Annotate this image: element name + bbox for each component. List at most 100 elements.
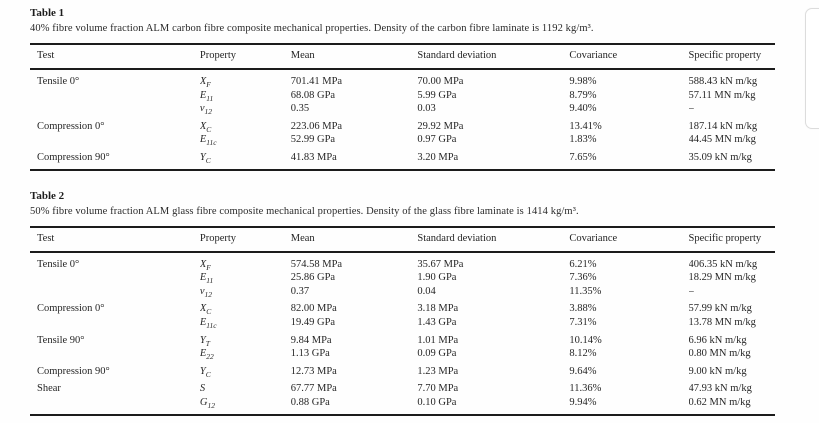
cell-property: XF [200,252,291,272]
property-symbol: ν [199,285,205,297]
cell-specific-property: 57.11 MN m/kg [688,89,756,101]
cell-covariance: 9.64% [569,365,597,377]
cell-standard-deviation: 0.04 [417,285,436,297]
cell-mean: 67.77 MPa [290,383,337,395]
table-row: E11 68.08 GPa 5.99 GPa 8.79% 57.11 MN m/… [30,89,775,103]
cell-standard-deviation: 1.90 GPa [417,272,457,284]
column-header-covariance: Covariance [569,226,689,253]
cell-standard-deviation: 1.23 MPa [417,365,459,377]
property-symbol: Y [199,151,206,163]
cell-property: XF [200,69,291,89]
cell-property: YT [200,330,291,348]
right-edge-panel-fragment [805,8,819,129]
cell-property: E11c [200,133,291,147]
table-row: E22 1.13 GPa 0.09 GPa 8.12% 0.80 MN m/kg [30,347,775,361]
property-subscript: T [205,338,210,348]
property-symbol: E [199,272,207,284]
cell-test [30,271,200,285]
table2-caption: 50% fibre volume fraction ALM glass fibr… [30,205,579,217]
cell-property: YC [200,147,291,170]
cell-mean: 25.86 GPa [290,272,336,284]
cell-specific-property: 187.14 kN m/kg [688,120,758,132]
cell-test: Compression 0° [37,120,105,132]
cell-specific-property: 18.29 MN m/kg [688,272,756,284]
cell-standard-deviation: 5.99 GPa [417,89,457,101]
paper-content: Table 1 40% fibre volume fraction ALM ca… [30,7,775,416]
property-subscript: 12 [204,107,213,116]
property-symbol: X [199,76,207,87]
cell-test: Tensile 0° [37,76,80,87]
cell-covariance: 1.83% [569,134,597,146]
cell-covariance: 8.79% [569,89,597,101]
cell-standard-deviation: 7.70 MPa [417,383,459,395]
cell-test: Tensile 0° [37,258,80,270]
table-row: E11 25.86 GPa 1.90 GPa 7.36% 18.29 MN m/… [30,271,775,285]
cell-test: Compression 0° [37,303,105,315]
cell-covariance: 7.36% [569,272,597,284]
property-symbol: E [199,89,207,101]
property-subscript: 12 [207,401,215,410]
cell-mean: 12.73 MPa [290,365,337,377]
cell-property: ν12 [200,285,291,299]
cell-covariance: 9.40% [569,103,597,115]
cell-mean: 701.41 MPa [290,76,343,87]
cell-standard-deviation: 0.03 [417,103,436,115]
cell-property: E11c [200,316,291,330]
property-symbol: X [199,258,207,270]
cell-covariance: 10.14% [569,334,602,346]
cell-specific-property: 9.00 kN m/kg [688,365,747,377]
table1: Test Property Mean Standard deviation Co… [30,43,775,171]
property-symbol: S [199,383,206,395]
cell-covariance: 11.36% [569,383,602,395]
cell-test: Tensile 90° [37,334,85,346]
column-header-standard-deviation: Standard deviation [417,226,570,253]
table-row: E11c 19.49 GPa 1.43 GPa 7.31% 13.78 MN m… [30,316,775,330]
cell-covariance: 7.65% [569,151,597,163]
cell-test: Shear [37,383,61,395]
cell-specific-property: 588.43 kN m/kg [688,76,758,87]
cell-mean: 52.99 GPa [290,134,336,146]
column-header-property: Property [199,226,291,253]
cell-specific-property: 0.62 MN m/kg [688,396,751,408]
cell-test [30,396,200,415]
property-subscript: 11c [206,321,217,330]
cell-test: Compression 90° [37,365,110,377]
table1-label: Table 1 [30,7,65,19]
cell-specific-property: 0.80 MN m/kg [688,348,751,360]
cell-covariance: 9.98% [569,76,597,87]
cell-property: E22 [200,347,291,361]
cell-mean: 574.58 MPa [290,258,343,270]
cell-mean: 0.35 [290,103,310,115]
property-symbol: E [199,316,207,328]
column-header-property: Property [199,44,291,70]
cell-mean: 1.13 GPa [290,348,330,360]
column-header-standard-deviation: Standard deviation [417,44,570,70]
cell-property: S [200,378,291,396]
cell-test [30,285,200,299]
cell-mean: 68.08 GPa [290,89,336,101]
cell-mean: 19.49 GPa [290,316,336,328]
table-row: ν12 0.37 0.04 11.35% – [30,285,775,299]
table1-caption: 40% fibre volume fraction ALM carbon fib… [30,23,594,34]
cell-standard-deviation: 1.43 GPa [417,316,457,328]
property-subscript: 11 [206,93,214,103]
cell-property: XC [200,116,291,134]
cell-test [30,133,200,147]
table-row: E11c 52.99 GPa 0.97 GPa 1.83% 44.45 MN m… [30,133,775,147]
property-subscript: 11 [206,276,214,285]
property-symbol: X [199,303,207,315]
cell-standard-deviation: 0.10 GPa [417,396,457,408]
column-header-mean: Mean [290,226,418,253]
property-subscript: F [206,80,211,89]
cell-covariance: 8.12% [569,348,597,360]
property-subscript: 22 [206,352,214,361]
property-subscript: F [206,262,211,272]
cell-covariance: 6.21% [569,258,597,270]
cell-specific-property: – [688,103,694,115]
table-row: G12 0.88 GPa 0.10 GPa 9.94% 0.62 MN m/kg [30,396,775,415]
property-subscript: C [206,124,212,134]
cell-test: Compression 90° [37,151,110,163]
cell-mean: 0.88 GPa [290,396,330,408]
property-symbol: Y [199,334,206,346]
